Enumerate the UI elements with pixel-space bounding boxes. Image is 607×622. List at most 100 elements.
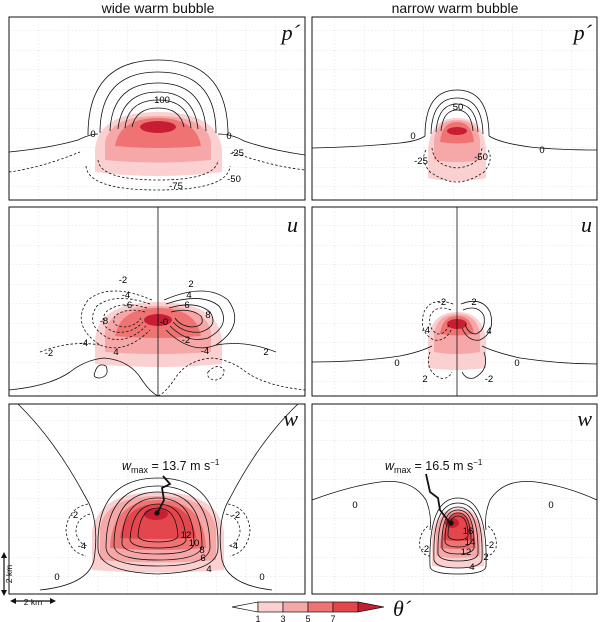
contours (311, 207, 598, 396)
contour-label: 0 (259, 572, 264, 583)
theta-shading (95, 112, 222, 176)
contour-label: 2 (188, 279, 193, 290)
contour-labels: -2 -4 -6 -8 2 4 6 8 -2 -4 4 -2 -4 2 -0 (45, 275, 269, 359)
contour-label: 4 (486, 326, 491, 337)
contour-label: 0 (514, 358, 519, 369)
contour-label: -4 (80, 338, 88, 349)
colorbar-tick-label: 3 (280, 614, 285, 622)
var-label: u (581, 212, 592, 237)
contour-label: -4 (230, 541, 238, 552)
var-label: w (577, 406, 592, 431)
contour-label: -0 (160, 317, 168, 328)
contour-label: -2 (486, 540, 494, 551)
colorbar-segment (257, 601, 284, 613)
contour-label: 50 (453, 102, 464, 113)
colorbar-tick-label: 5 (305, 614, 310, 622)
contour-label: 2 (422, 374, 427, 385)
contour-label: 0 (90, 129, 95, 140)
contour-label: -2 (438, 297, 446, 308)
contour-label: -25 (414, 156, 428, 167)
contour-label: 4 (469, 562, 474, 573)
contour-labels: 100 0 0 -25 -50 -75 (90, 95, 244, 192)
var-label: w (283, 406, 298, 431)
contour-label: 8 (205, 310, 210, 321)
scale-label-vertical: 2 km (4, 565, 14, 583)
contour-label: 10 (189, 538, 200, 549)
panel-p-narrow: p´ 50 0 0 -25 -50 (311, 16, 598, 201)
contour-label: 0 (410, 131, 415, 142)
contour-label: -2 (485, 374, 493, 385)
contour-label: 6 (184, 300, 189, 311)
contour-label: -2 (421, 544, 429, 555)
column-title-wide: wide warm bubble (101, 0, 215, 16)
wmax-pointer (154, 475, 172, 516)
contours (17, 403, 299, 591)
contour-label: -2 (70, 510, 78, 521)
contour-labels: 50 0 0 -25 -50 (410, 102, 544, 167)
contour-label: 2 (471, 297, 476, 308)
theta-shading (428, 118, 486, 181)
contour-labels: -2 2 -4 4 0 0 2 -2 (394, 297, 519, 385)
panel-u-narrow: u -2 2 -4 4 0 0 2 -2 (311, 206, 598, 397)
contour-label: -6 (124, 300, 132, 311)
contours (311, 481, 598, 575)
colorbar-segment (357, 601, 385, 613)
contour-label: 0 (54, 572, 59, 583)
contour-label: 0 (394, 358, 399, 369)
wmax-annotation: wmax = 13.7 m s−1 (122, 458, 220, 475)
contour-label: 4 (186, 290, 191, 301)
contour-label: 6 (200, 553, 205, 564)
contour-label: -8 (100, 316, 108, 327)
contour-label: -2 (232, 510, 240, 521)
contour-label: 8 (199, 545, 204, 556)
scale-bar-vertical: 2 km (1, 552, 14, 596)
panel-w-narrow: wmax = 16.5 m s−1 w 0 0 16 14 12 -2 -2 2… (311, 403, 598, 595)
contour-label: -2 (45, 348, 53, 359)
panel-p-wide: p´ 100 0 0 -25 -50 -75 (8, 16, 306, 201)
colorbar-label: θ´ (393, 596, 412, 621)
contour-label: -2 (119, 275, 127, 286)
colorbar-segment (307, 601, 334, 613)
contour-label: 100 (154, 95, 170, 106)
contour-label: 2 (263, 347, 268, 358)
contour-label: -4 (122, 290, 130, 301)
contour-label: -50 (227, 174, 241, 185)
colorbar-segment (231, 601, 259, 613)
colorbar-ticks: 1 3 5 7 (255, 614, 335, 622)
var-label: u (287, 212, 298, 237)
var-label: p´ (572, 20, 593, 45)
contours (8, 59, 306, 191)
column-title-narrow: narrow warm bubble (392, 0, 519, 16)
theta-shading (432, 508, 484, 568)
contours (311, 89, 598, 183)
contour-label: 2 (483, 552, 488, 563)
contour-label: 0 (352, 500, 357, 511)
contour-label: -2 (182, 335, 190, 346)
contour-label: 16 (463, 526, 474, 537)
colorbar-segments (231, 601, 385, 613)
contour-label: 0 (226, 131, 231, 142)
contours (8, 207, 306, 397)
contour-label: -50 (474, 152, 488, 163)
contour-label: 4 (206, 564, 211, 575)
contour-label: 0 (539, 145, 544, 156)
contour-labels: -2 -4 -2 -4 12 10 8 6 4 0 0 (54, 510, 264, 583)
var-label: p´ (280, 20, 301, 45)
colorbar-segment (332, 601, 359, 613)
contour-label: -4 (201, 346, 209, 357)
contour-label: -25 (230, 148, 244, 159)
contour-label: -75 (169, 181, 183, 192)
contour-label: -4 (422, 325, 430, 336)
contour-label: 14 (465, 537, 476, 548)
contour-labels: 0 0 16 14 12 -2 -2 2 4 (352, 500, 553, 573)
contour-label: 0 (548, 500, 553, 511)
colorbar-tick-label: 7 (330, 614, 335, 622)
wmax-pointer (425, 473, 454, 526)
colorbar-segment (282, 601, 309, 613)
panel-w-wide: wmax = 13.7 m s−1 w -2 -4 -2 -4 12 10 8 … (8, 403, 306, 595)
scale-label-horizontal: 2 km (24, 597, 42, 607)
panel-u-wide: u -2 -4 -6 -8 2 4 6 8 -2 -4 4 -2 -4 2 -0 (8, 206, 306, 397)
contour-label: 4 (113, 347, 118, 358)
contour-label: 12 (461, 547, 472, 558)
wmax-annotation: wmax = 16.5 m s−1 (385, 458, 483, 475)
